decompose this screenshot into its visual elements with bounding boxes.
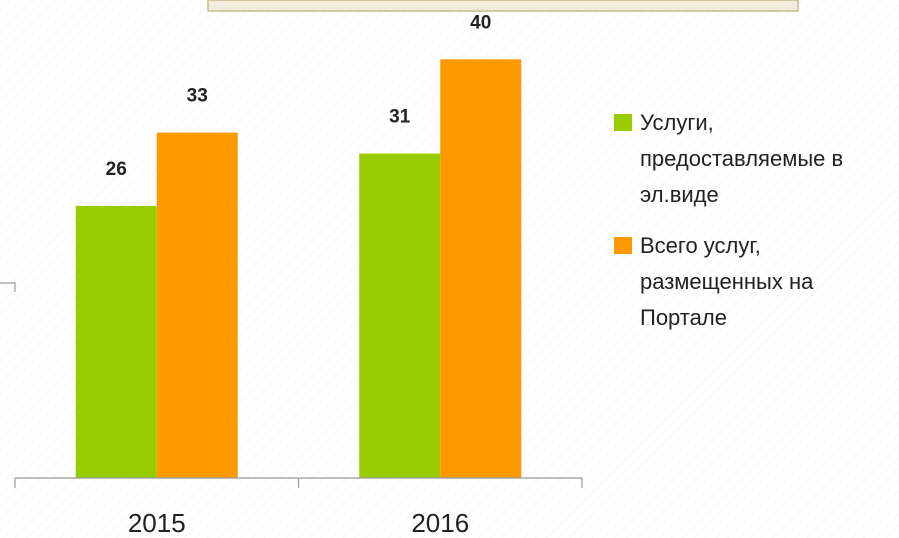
data-label: 26: [106, 159, 127, 180]
data-label: 33: [187, 86, 208, 107]
bar: [359, 153, 441, 479]
legend-label: Услуги, предоставляемые в эл.виде: [640, 110, 844, 207]
bar: [75, 205, 157, 478]
x-tick-label: 2015: [128, 508, 186, 538]
bar: [156, 132, 238, 478]
bar: [440, 59, 522, 478]
legend-swatch: [614, 114, 632, 131]
legend-label: Всего услуг, размещенных на Портале: [640, 233, 814, 330]
title-box-edge: [207, 0, 799, 12]
x-tick-label: 2016: [411, 508, 469, 538]
data-label: 40: [470, 12, 491, 33]
frame-corner: [0, 282, 16, 292]
legend-swatch: [614, 237, 632, 254]
data-label: 31: [389, 107, 411, 128]
